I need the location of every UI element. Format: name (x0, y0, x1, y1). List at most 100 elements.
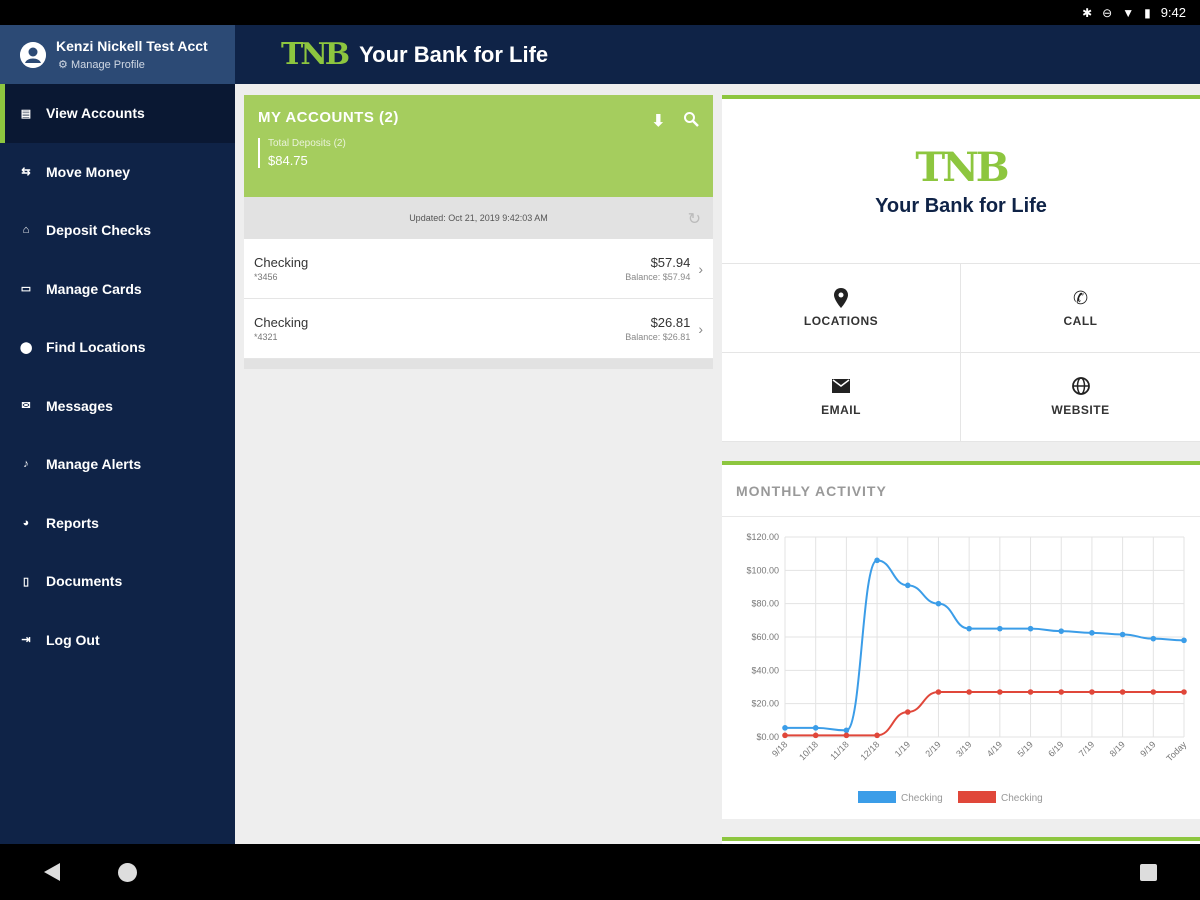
data-point (997, 689, 1003, 695)
data-point (1027, 689, 1034, 695)
avatar-icon (20, 41, 46, 68)
website-label: WEBSITE (1051, 403, 1110, 417)
sidebar-item-label: Reports (46, 514, 99, 531)
search-icon[interactable] (683, 111, 699, 132)
home-icon[interactable] (118, 863, 137, 882)
contact-card: TNB Your Bank for Life LOCATIONS ✆ CALL … (722, 95, 1200, 442)
locations-label: LOCATIONS (803, 314, 879, 328)
gear-icon: ⚙ (58, 59, 68, 71)
refresh-icon[interactable]: ↻ (687, 211, 701, 228)
data-point (966, 689, 972, 695)
sidebar-item-label: Log Out (46, 631, 100, 648)
account-row[interactable]: Checking *4321 $26.81 Balance: $26.81 › (244, 299, 713, 359)
accounts-icon: ▤ (20, 107, 32, 120)
data-point (1027, 625, 1034, 632)
sidebar-item-documents[interactable]: ▯ Documents (0, 552, 235, 611)
data-point (1119, 689, 1126, 695)
x-tick-label: 12/18 (858, 739, 881, 762)
x-tick-label: 5/19 (1015, 739, 1034, 758)
account-amount: $26.81 (650, 315, 691, 330)
x-tick-label: 9/18 (770, 739, 789, 758)
bank-icon: ⌂ (22, 224, 30, 237)
sidebar-item-deposit-checks[interactable]: ⌂ Deposit Checks (0, 201, 235, 260)
y-tick-label: $100.00 (746, 565, 779, 575)
data-point (966, 625, 972, 632)
total-deposits-value: $84.75 (268, 153, 308, 168)
sidebar-item-manage-cards[interactable]: ▭ Manage Cards (0, 260, 235, 319)
data-point (782, 725, 788, 731)
manage-profile-label: Manage Profile (70, 59, 145, 71)
sidebar-item-label: Documents (46, 573, 123, 590)
sidebar-item-find-locations[interactable]: ⬤ Find Locations (0, 318, 235, 377)
total-deposits-label: Total Deposits (2) (268, 138, 346, 149)
data-point (1119, 631, 1126, 638)
sidebar-item-label: View Accounts (46, 105, 145, 122)
x-tick-label: 1/19 (893, 739, 912, 758)
monthly-activity-title: MONTHLY ACTIVITY (722, 465, 1200, 517)
chevron-right-icon: › (698, 260, 703, 277)
total-deposits: Total Deposits (2) $84.75 (258, 138, 699, 168)
data-point (904, 709, 911, 715)
sidebar-item-reports[interactable]: ◕ Reports (0, 494, 235, 553)
download-icon[interactable]: ⬇ (651, 113, 665, 130)
pie-chart-icon: ◕ (22, 516, 30, 529)
brand-logo: TNB (281, 37, 350, 72)
data-point (812, 732, 819, 739)
sidebar-item-manage-alerts[interactable]: ♪ Manage Alerts (0, 435, 235, 494)
account-name: Checking (254, 315, 309, 330)
series-line-2 (785, 691, 1184, 737)
back-icon[interactable] (44, 863, 60, 881)
data-point (997, 625, 1003, 632)
call-label: CALL (1063, 314, 1098, 328)
data-point (843, 727, 850, 734)
sidebar-item-messages[interactable]: ✉ Messages (0, 377, 235, 436)
x-tick-label: 3/19 (954, 739, 973, 758)
accounts-header: MY ACCOUNTS (2) ⬇ Total Deposits (2) $84… (244, 95, 713, 197)
sidebar-item-label: Messages (46, 397, 113, 414)
sidebar-item-log-out[interactable]: ⇥ Log Out (0, 611, 235, 670)
email-button[interactable]: EMAIL (722, 353, 961, 442)
bell-icon: ♪ (23, 458, 29, 471)
y-tick-label: $80.00 (751, 599, 779, 609)
legend-swatch (858, 791, 896, 803)
x-tick-label: 6/19 (1046, 739, 1065, 758)
y-tick-label: $20.00 (751, 699, 779, 709)
data-point (1150, 635, 1157, 642)
sidebar-item-move-money[interactable]: ⇆ Move Money (0, 143, 235, 202)
do-not-disturb-icon: ⊖ (1102, 5, 1113, 20)
profile-header[interactable]: Kenzi Nickell Test Acct ⚙ Manage Profile (0, 25, 235, 84)
data-point (935, 689, 942, 695)
accounts-title: MY ACCOUNTS (2) (258, 109, 399, 126)
top-bar: TNB Your Bank for Life (235, 25, 1200, 84)
document-icon: ▯ (22, 575, 30, 588)
accounts-panel: MY ACCOUNTS (2) ⬇ Total Deposits (2) $84… (244, 95, 713, 369)
monthly-activity-chart: $0.00 $20.00 $40.00 $60.00 $80.00 $100.00 $120… (746, 532, 1188, 804)
manage-profile-link[interactable]: ⚙ Manage Profile (58, 58, 208, 71)
y-tick-label: $40.00 (751, 665, 779, 675)
locations-button[interactable]: LOCATIONS (722, 264, 961, 353)
x-tick-label: 2/19 (923, 739, 942, 758)
account-name: Checking (254, 255, 309, 270)
wifi-icon: ▼ (1122, 5, 1135, 20)
series-line-1 (784, 559, 1185, 732)
sidebar-item-view-accounts[interactable]: ▤ View Accounts (0, 84, 235, 143)
globe-icon (1071, 377, 1090, 399)
chevron-right-icon: › (698, 320, 703, 337)
brand-tagline: Your Bank for Life (359, 41, 549, 67)
call-button[interactable]: ✆ CALL (961, 264, 1200, 353)
website-button[interactable]: WEBSITE (961, 353, 1200, 442)
monthly-activity-card: MONTHLY ACTIVITY $0.00 $20.00 $40.00 $60.00… (722, 461, 1200, 819)
recent-apps-icon[interactable] (1140, 864, 1157, 881)
sidebar-item-label: Move Money (46, 163, 131, 180)
battery-icon: ▮ (1144, 5, 1151, 20)
account-amount: $57.94 (650, 255, 691, 270)
card-brand-logo: TNB (915, 144, 1009, 191)
account-row[interactable]: Checking *3456 $57.94 Balance: $57.94 › (244, 239, 713, 299)
account-balance: Balance: $26.81 (625, 332, 691, 342)
data-point (904, 582, 911, 589)
logout-icon: ⇥ (21, 634, 31, 647)
x-tick-label: 7/19 (1077, 739, 1096, 758)
data-point (1089, 630, 1095, 636)
bluetooth-icon: ✱ (1082, 5, 1093, 20)
y-tick-label: $120.00 (746, 532, 779, 542)
